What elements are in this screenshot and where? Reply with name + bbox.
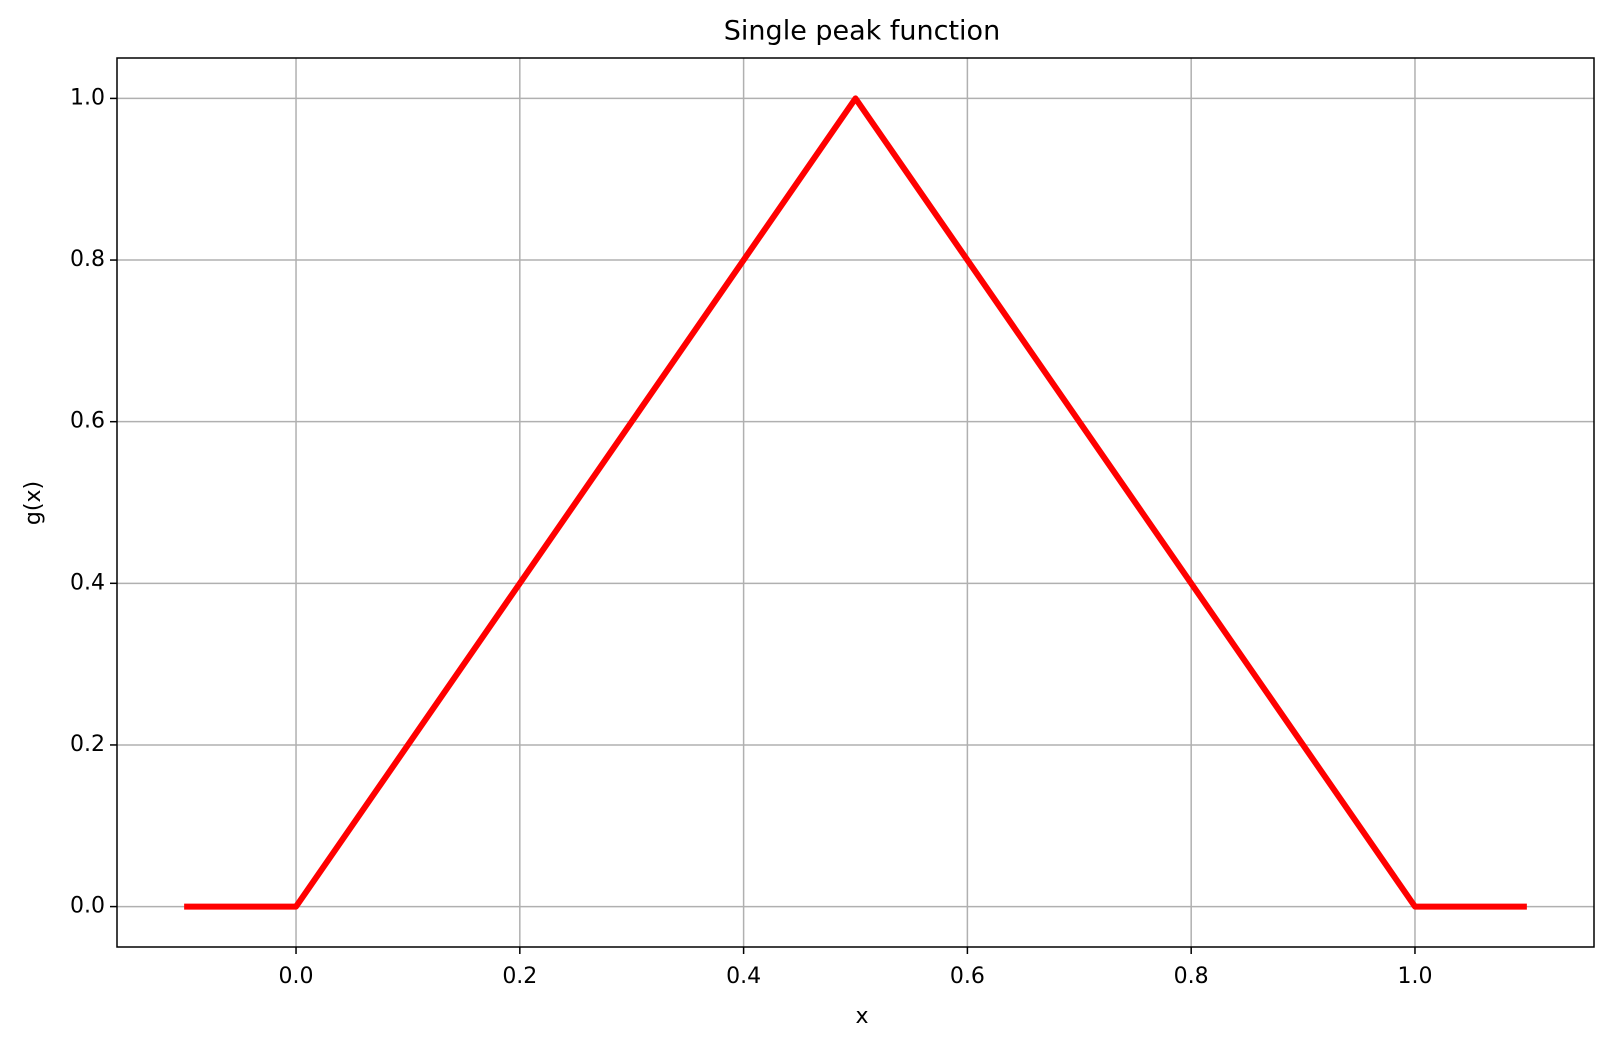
x-tick-label: 0.6 (950, 964, 985, 989)
y-tick-label: 0.6 (70, 409, 105, 434)
data-line (184, 95, 1527, 910)
y-tick-label: 0.4 (70, 570, 105, 595)
y-tick-label: 0.0 (70, 894, 105, 919)
x-tick-label: 0.4 (726, 964, 761, 989)
x-axis-label: x (855, 1004, 868, 1029)
y-axis-label: g(x) (21, 481, 46, 525)
y-tick-label: 0.2 (70, 732, 105, 757)
x-tick-label: 0.8 (1174, 964, 1209, 989)
y-tick-label: 0.8 (70, 247, 105, 272)
plot-frame (116, 57, 1595, 948)
x-tick-label: 0.0 (279, 964, 314, 989)
chart-title: Single peak function (724, 16, 1000, 47)
x-tick-label: 1.0 (1397, 964, 1432, 989)
y-tick-label: 1.0 (70, 85, 105, 110)
x-tick-label: 0.2 (502, 964, 537, 989)
